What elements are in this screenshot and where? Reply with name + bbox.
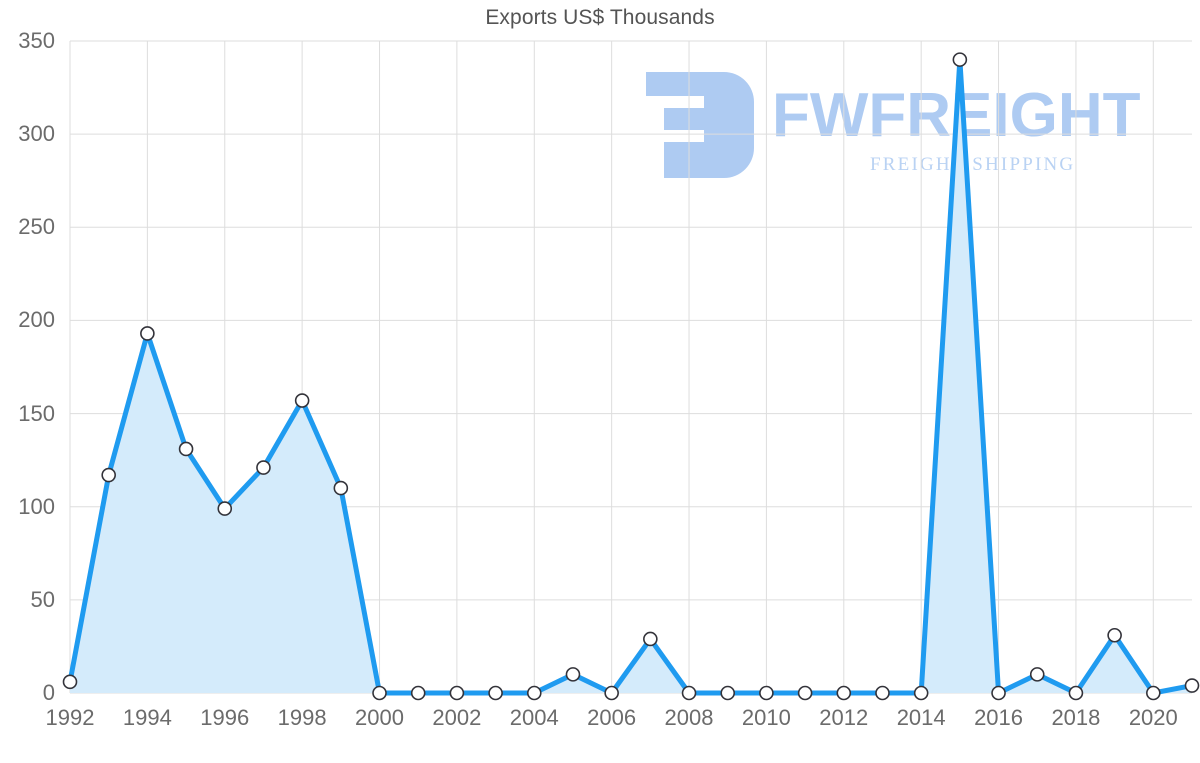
x-axis-tick-label: 2016 xyxy=(974,705,1024,730)
data-point-marker[interactable] xyxy=(1107,627,1122,643)
x-axis-tick-label: 2008 xyxy=(664,705,714,730)
x-axis-tick-label: 1992 xyxy=(45,705,95,730)
data-point-marker[interactable] xyxy=(294,393,310,408)
x-axis-tick-label: 2020 xyxy=(1128,705,1178,730)
x-axis-tick-label: 2014 xyxy=(896,705,946,730)
y-axis-tick-label: 0 xyxy=(42,680,55,705)
data-point-marker[interactable] xyxy=(256,460,271,475)
data-point-marker[interactable] xyxy=(526,685,542,701)
data-point-marker[interactable] xyxy=(643,631,658,647)
data-point-marker[interactable] xyxy=(1184,678,1200,693)
data-point-marker[interactable] xyxy=(488,685,503,701)
y-axis-tick-label: 200 xyxy=(18,307,55,333)
data-point-marker[interactable] xyxy=(217,501,233,516)
data-point-marker[interactable] xyxy=(62,674,78,690)
y-axis-tick-label: 300 xyxy=(18,121,55,147)
x-axis-tick-label: 2012 xyxy=(819,705,869,730)
data-point-marker[interactable] xyxy=(1068,685,1084,701)
data-point-marker[interactable] xyxy=(178,441,194,457)
data-point-marker[interactable] xyxy=(449,685,465,701)
data-point-marker[interactable] xyxy=(913,685,929,701)
data-point-marker[interactable] xyxy=(952,52,968,67)
x-axis-tick-label: 2018 xyxy=(1051,705,1101,730)
data-point-marker[interactable] xyxy=(991,685,1006,701)
data-point-marker[interactable] xyxy=(565,667,581,682)
x-axis-tick-label: 2010 xyxy=(741,705,791,730)
y-axis-tick-label: 100 xyxy=(18,493,55,519)
data-point-marker[interactable] xyxy=(836,685,852,701)
data-point-marker[interactable] xyxy=(720,685,736,701)
x-axis-tick-label: 1998 xyxy=(277,705,327,730)
data-point-marker[interactable] xyxy=(101,467,116,483)
data-point-marker[interactable] xyxy=(875,685,890,701)
x-axis-tick-label: 2000 xyxy=(355,705,404,730)
data-point-marker[interactable] xyxy=(372,685,387,701)
data-point-marker[interactable] xyxy=(1146,685,1161,701)
y-axis-tick-label: 350 xyxy=(18,28,55,53)
series-markers xyxy=(62,52,1200,701)
x-axis-tick-label: 1996 xyxy=(200,705,250,730)
x-axis-tick-label: 2004 xyxy=(509,705,559,730)
data-point-marker[interactable] xyxy=(410,685,426,701)
x-axis-tick-label: 2006 xyxy=(587,705,637,730)
x-axis-tick-label: 1994 xyxy=(122,705,172,730)
data-point-marker[interactable] xyxy=(140,326,155,341)
data-point-marker[interactable] xyxy=(1029,667,1045,682)
y-axis-tick-label: 150 xyxy=(18,400,55,426)
data-point-marker[interactable] xyxy=(604,685,619,701)
series-area-fill xyxy=(70,59,1192,693)
y-axis-tick-label: 250 xyxy=(18,214,55,240)
y-axis-tick-label: 50 xyxy=(30,586,55,612)
data-point-marker[interactable] xyxy=(797,685,813,701)
data-point-marker[interactable] xyxy=(759,685,774,701)
data-point-marker[interactable] xyxy=(333,480,349,496)
chart-title: Exports US$ Thousands xyxy=(485,6,715,29)
data-point-marker[interactable] xyxy=(681,685,697,701)
x-axis-tick-label: 2002 xyxy=(432,705,482,730)
